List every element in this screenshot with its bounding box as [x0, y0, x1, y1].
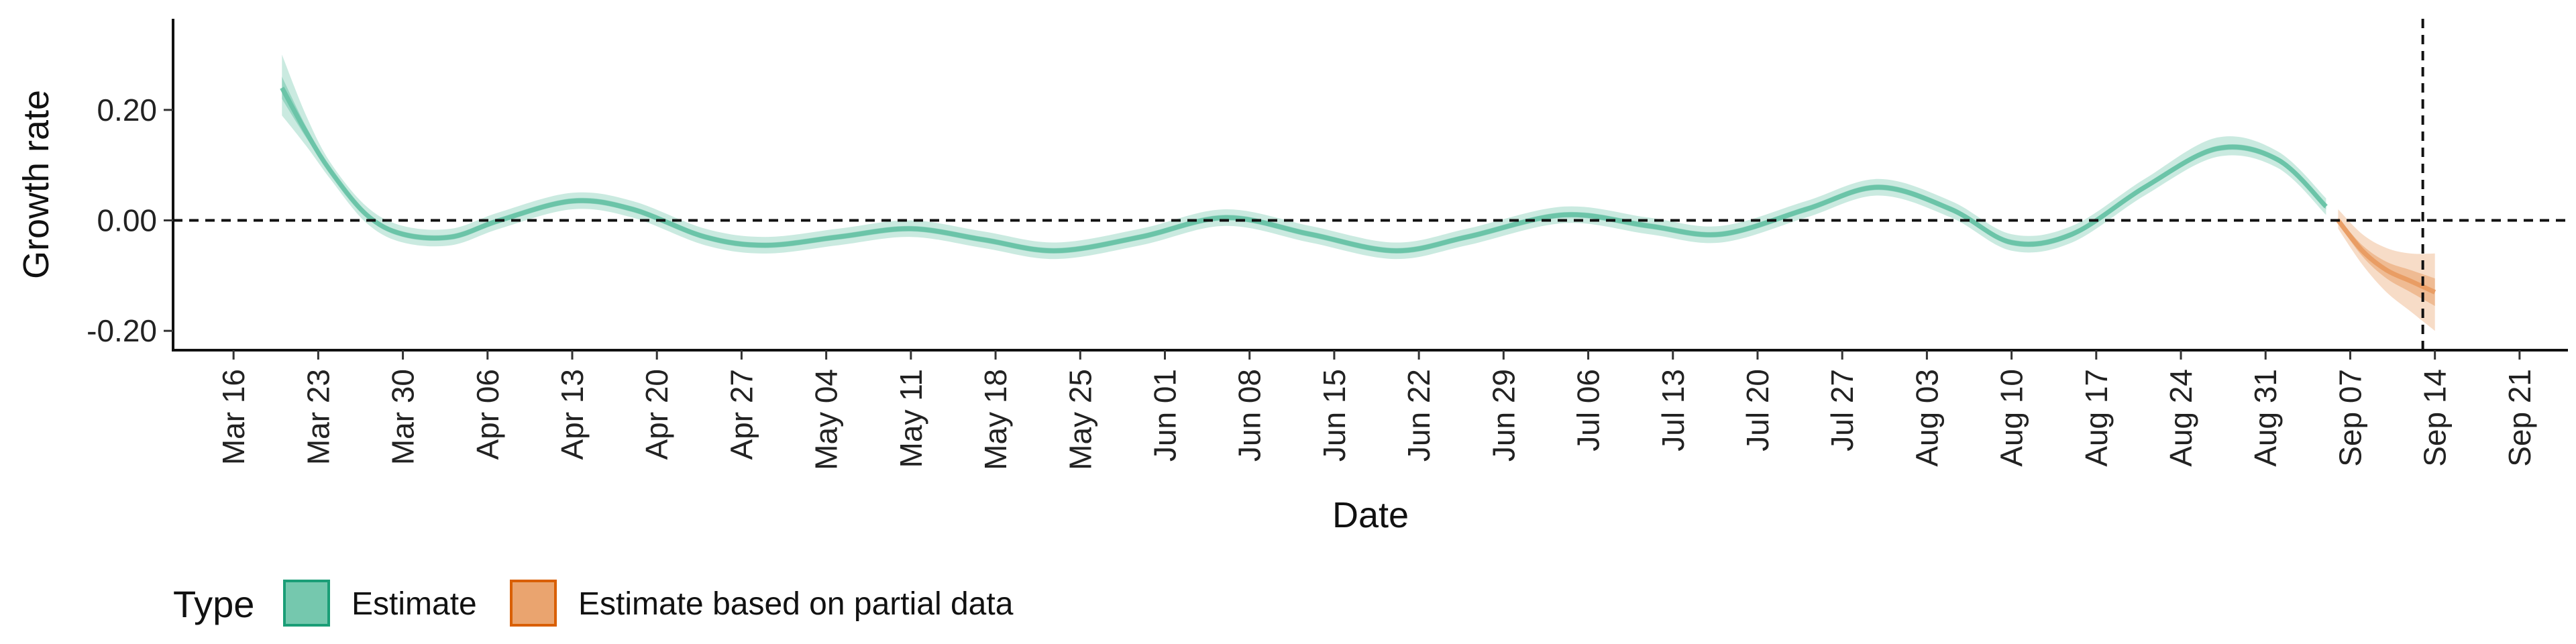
axis-labels: 0.20 0.00 -0.20 Mar 16 Mar 23 Mar 30 Apr 06 Apr… — [16, 90, 2537, 535]
y-axis-title: Growth rate — [16, 90, 56, 279]
x-tick-label: Jun 01 — [1148, 369, 1183, 462]
x-tick-label: Apr 20 — [639, 369, 674, 460]
legend-label-estimate: Estimate — [352, 586, 477, 622]
x-tick-label: Jun 08 — [1232, 369, 1267, 462]
x-tick-label: May 11 — [894, 369, 928, 468]
x-tick-label: Jul 13 — [1656, 369, 1690, 451]
x-tick-label: Mar 16 — [216, 369, 251, 465]
x-axis-title: Date — [1332, 495, 1409, 535]
x-tick-label: Jun 22 — [1401, 369, 1436, 462]
y-tick-label: 0.20 — [97, 93, 157, 127]
reference-lines — [173, 19, 2568, 350]
x-tick-label: Aug 31 — [2248, 369, 2283, 467]
x-tick-label: Sep 07 — [2333, 369, 2368, 467]
legend-key-partial-estimate — [510, 580, 557, 627]
partial-estimate-band-50 — [2338, 217, 2435, 307]
x-tick-label: May 25 — [1063, 369, 1097, 470]
x-tick-label: Jul 20 — [1740, 369, 1775, 451]
x-tick-label: Sep 14 — [2418, 369, 2453, 467]
x-tick-label: Mar 30 — [386, 369, 421, 465]
x-tick-label: Apr 13 — [555, 369, 590, 460]
x-tick-label: Aug 17 — [2079, 369, 2114, 467]
y-tick-label: -0.20 — [87, 313, 157, 348]
axes — [164, 19, 2568, 360]
x-tick-label: Sep 21 — [2502, 369, 2537, 467]
x-tick-label: Aug 24 — [2163, 369, 2198, 467]
x-tick-label: Jul 06 — [1571, 369, 1606, 451]
x-tick-label: Aug 10 — [1994, 369, 2029, 467]
x-tick-label: Jun 15 — [1317, 369, 1352, 462]
x-tick-label: Jun 29 — [1486, 369, 1521, 462]
x-tick-label: Aug 03 — [1909, 369, 1944, 467]
legend-title: Type — [173, 583, 254, 625]
uncertainty-bands — [282, 54, 2435, 331]
x-tick-label: May 18 — [978, 369, 1013, 470]
estimate-band-90 — [282, 54, 2326, 260]
legend: Type Estimate Estimate based on partial da… — [173, 580, 1014, 627]
x-tick-label: Apr 06 — [470, 369, 505, 460]
legend-key-estimate — [283, 580, 330, 627]
x-tick-label: Jul 27 — [1825, 369, 1860, 451]
y-tick-label: 0.00 — [97, 203, 157, 238]
median-lines — [280, 87, 2436, 294]
legend-label-partial-estimate: Estimate based on partial data — [578, 586, 1014, 622]
x-tick-label: Mar 23 — [301, 369, 335, 465]
x-tick-label: May 04 — [809, 369, 844, 470]
partial-estimate-median-line — [2336, 219, 2436, 294]
x-tick-label: Apr 27 — [724, 369, 759, 460]
